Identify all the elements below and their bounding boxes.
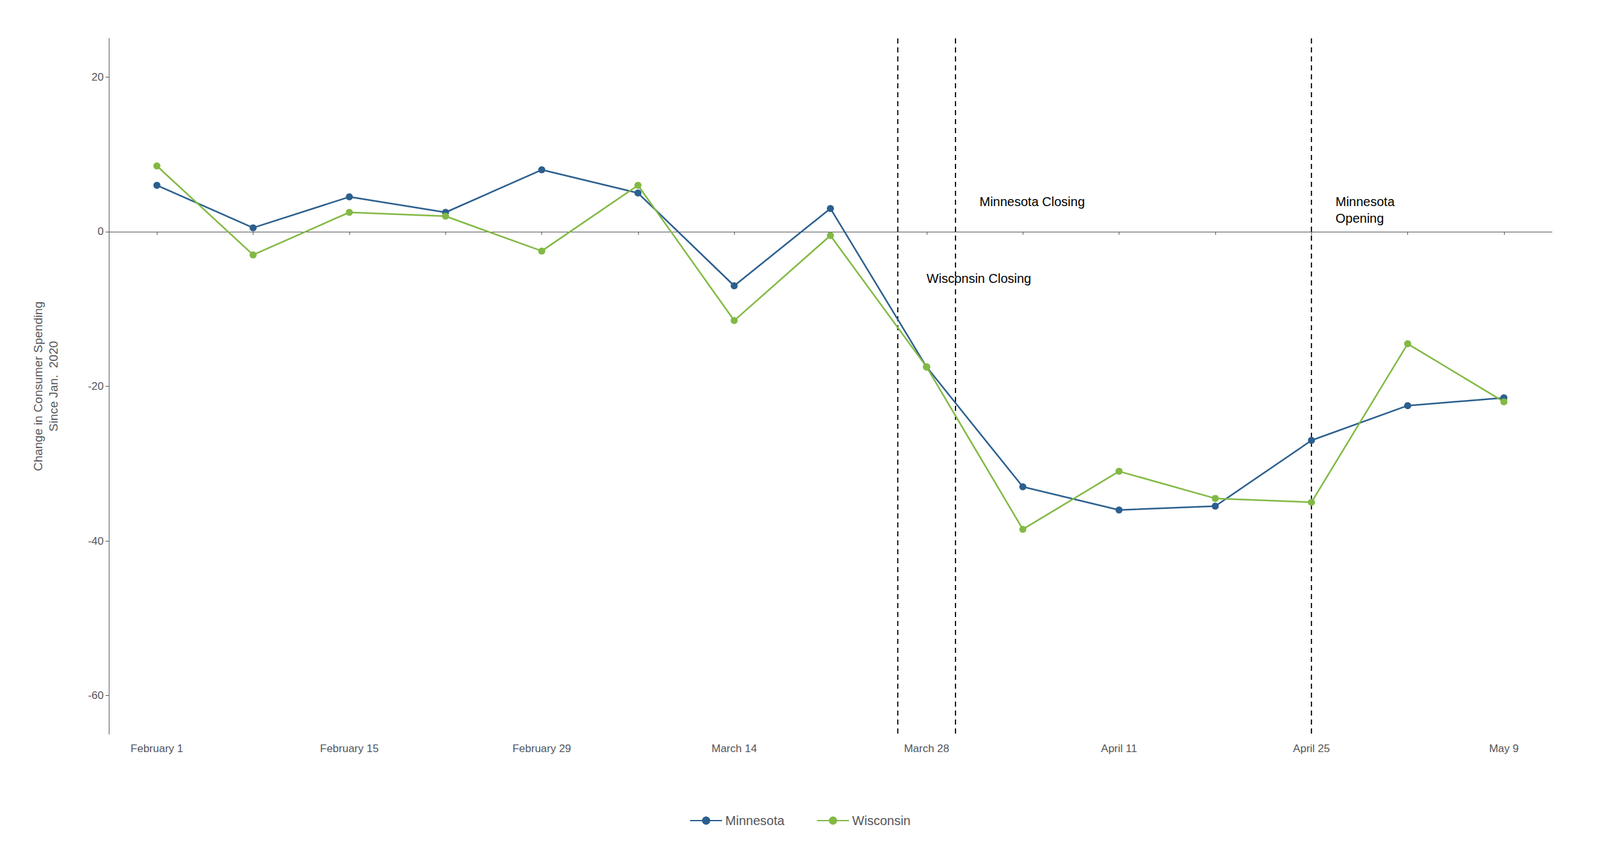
svg-text:-60: -60 — [87, 689, 104, 702]
svg-text:-40: -40 — [87, 535, 104, 548]
svg-text:0: 0 — [97, 225, 104, 238]
svg-text:Minnesota Closing: Minnesota Closing — [979, 194, 1086, 209]
svg-text:March 28: March 28 — [903, 742, 950, 755]
svg-text:February 1: February 1 — [130, 742, 184, 755]
svg-text:Wisconsin Closing: Wisconsin Closing — [926, 271, 1032, 286]
svg-text:February 15: February 15 — [320, 742, 379, 755]
svg-text:Opening: Opening — [1335, 211, 1385, 226]
svg-text:Since Jan. 2020: Since Jan. 2020 — [46, 341, 61, 432]
svg-text:May 9: May 9 — [1489, 742, 1519, 755]
svg-text:Minnesota: Minnesota — [725, 813, 785, 828]
svg-text:April 25: April 25 — [1292, 742, 1330, 755]
svg-text:Wisconsin: Wisconsin — [852, 813, 911, 828]
svg-text:March 14: March 14 — [711, 742, 758, 755]
svg-text:20: 20 — [91, 71, 104, 84]
svg-text:April 11: April 11 — [1100, 742, 1137, 755]
svg-text:Change in Consumer Spending: Change in Consumer Spending — [31, 301, 45, 472]
svg-text:Minnesota: Minnesota — [1335, 194, 1396, 209]
svg-text:February 29: February 29 — [512, 742, 572, 755]
svg-text:-20: -20 — [87, 380, 104, 393]
